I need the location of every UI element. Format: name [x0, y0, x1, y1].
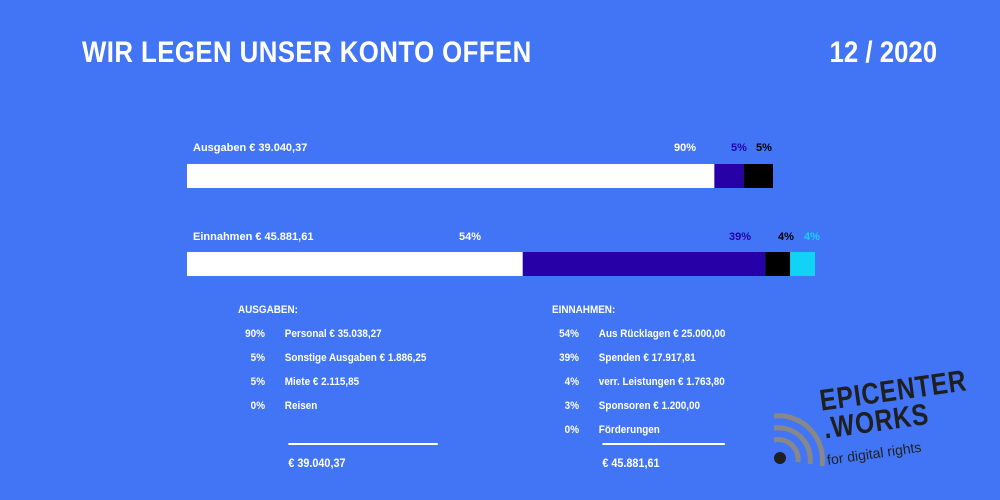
- ausgaben-table: AUSGABEN: 90% Personal € 35.038,27 5% So…: [238, 304, 472, 474]
- ausgaben-row-percent: 90%: [245, 328, 265, 340]
- einnahmen-row-percent: 0%: [564, 424, 579, 436]
- bar-segment: [522, 252, 766, 276]
- einnahmen-row-label: Förderungen: [598, 424, 660, 436]
- page-title: WIR LEGEN UNSER KONTO OFFEN: [82, 36, 532, 69]
- ausgaben-row-percent: 5%: [250, 376, 265, 388]
- einnahmen-total-rule: [602, 443, 725, 445]
- bar-segment: [187, 164, 715, 188]
- bar-segment-percent-label: 54%: [459, 231, 481, 243]
- bar-segment-percent-label: 4%: [804, 231, 820, 243]
- bar-name-label: Einnahmen € 45.881,61: [193, 231, 313, 243]
- ausgaben-row-label: Reisen: [284, 400, 318, 412]
- bar-segment: [765, 252, 791, 276]
- einnahmen-row-label: Sponsoren € 1.200,00: [598, 400, 701, 412]
- ausgaben-total: € 39.040,37: [288, 456, 346, 470]
- stacked-bar-chart: Ausgaben € 39.040,37 90% 5% 5% Einnahmen € 4…: [187, 142, 820, 276]
- signal-waves-icon: [773, 413, 825, 467]
- epicenter-works-logo: EPICENTER .WORKS for digital rights: [768, 364, 969, 484]
- stacked-bar: Ausgaben € 39.040,37 90% 5% 5%: [187, 142, 773, 188]
- period-label: 12 / 2020: [829, 36, 937, 69]
- bar-segment: [790, 252, 815, 276]
- ausgaben-row-percent: 0%: [250, 400, 265, 412]
- einnahmen-row-label: Aus Rücklagen € 25.000,00: [598, 328, 726, 340]
- einnahmen-row-percent: 4%: [564, 376, 579, 388]
- bar-segment-percent-label: 5%: [731, 142, 747, 154]
- einnahmen-total: € 45.881,61: [602, 456, 660, 470]
- ausgaben-row-label: Personal € 35.038,27: [284, 328, 382, 340]
- bar-segment-percent-label: 39%: [729, 231, 751, 243]
- einnahmen-row-percent: 39%: [559, 352, 579, 364]
- einnahmen-heading: EINNAHMEN:: [552, 304, 616, 316]
- einnahmen-row-label: Spenden € 17.917,81: [598, 352, 696, 364]
- bar-segment-percent-label: 5%: [756, 142, 772, 154]
- ausgaben-row-label: Miete € 2.115,85: [284, 376, 360, 388]
- bar-segment-percent-label: 90%: [674, 142, 696, 154]
- einnahmen-row-label: verr. Leistungen € 1.763,80: [598, 376, 725, 388]
- bar-segment: [187, 252, 523, 276]
- logo-wordmark: EPICENTER .WORKS: [818, 364, 973, 445]
- ausgaben-row-percent: 5%: [250, 352, 265, 364]
- bar-name-label: Ausgaben € 39.040,37: [193, 142, 307, 154]
- ausgaben-row-label: Sonstige Ausgaben € 1.886,25: [284, 352, 427, 364]
- bar-segment-percent-label: 4%: [778, 231, 794, 243]
- einnahmen-table: EINNAHMEN: 54% Aus Rücklagen € 25.000,00…: [552, 304, 786, 474]
- bar-segment: [714, 164, 744, 188]
- ausgaben-total-rule: [288, 443, 438, 445]
- bar-segment: [743, 164, 773, 188]
- einnahmen-row-percent: 54%: [559, 328, 579, 340]
- stacked-bar: Einnahmen € 45.881,61 54% 39% 4% 4%: [187, 231, 820, 276]
- einnahmen-row-percent: 3%: [564, 400, 579, 412]
- ausgaben-heading: AUSGABEN:: [238, 304, 298, 316]
